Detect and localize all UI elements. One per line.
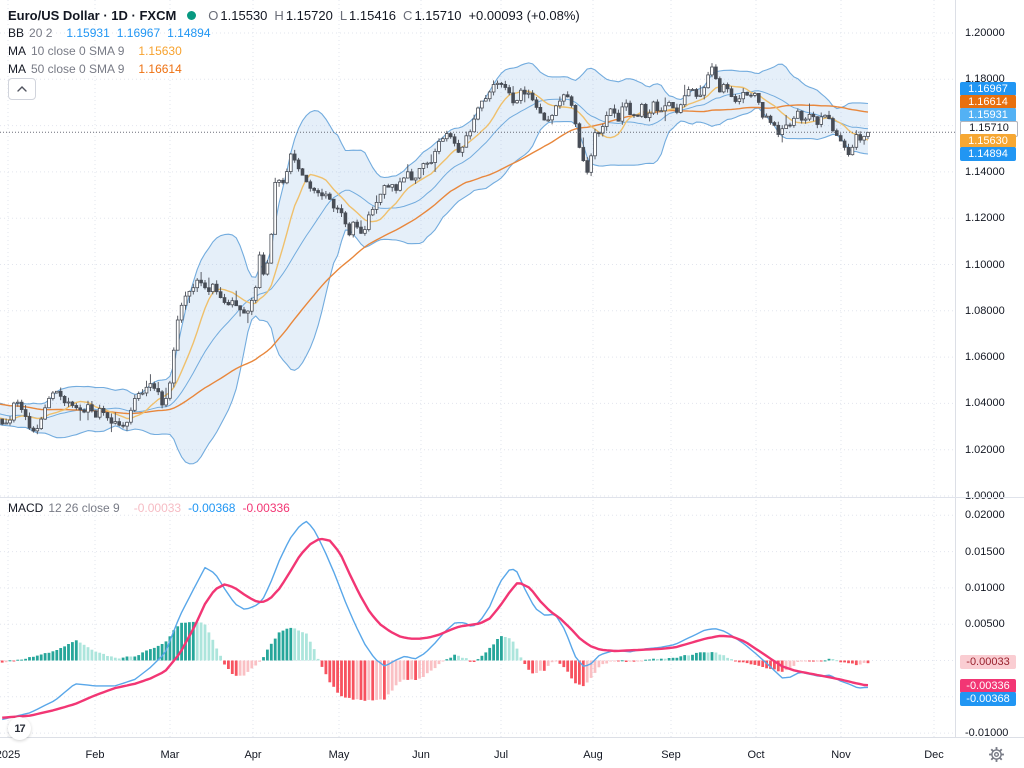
indicator-row-macd[interactable]: MACD 12 26 close 9 -0.00033 -0.00368 -0.… [8, 499, 297, 517]
macd-indicator-params: 12 26 close 9 [48, 501, 120, 515]
axis-tick-label: 0.02000 [965, 509, 1005, 522]
price-badge: 1.16967 [960, 82, 1016, 96]
axis-tick-label: 1.20000 [965, 27, 1005, 39]
close-label: C [403, 7, 413, 23]
pane-collapse-button[interactable] [8, 78, 36, 100]
chevron-up-icon [17, 86, 27, 92]
price-badge: 1.15710 [960, 121, 1018, 137]
time-axis-label: 2025 [0, 749, 21, 761]
axis-tick-label: 0.00500 [965, 618, 1005, 631]
change-value: +0.00093 (+0.08%) [468, 7, 580, 23]
axis-tick-label: 1.10000 [965, 258, 1005, 271]
time-axis-label: Jun [412, 749, 430, 761]
symbol-row[interactable]: Euro/US Dollar · 1D · FXCM O 1.15530 H 1.15… [8, 6, 587, 24]
price-badge: -0.00033 [960, 655, 1016, 669]
macd-histogram-value: -0.00033 [133, 501, 182, 515]
axis-tick-label: 0.01500 [965, 545, 1005, 558]
price-badge: 1.15931 [960, 108, 1016, 122]
price-badge: 1.14894 [960, 147, 1016, 161]
time-axis-label: Sep [661, 749, 681, 761]
axis-tick-label: 1.00000 [965, 490, 1005, 502]
close-value: 1.15710 [414, 7, 462, 23]
ohlc-values: O 1.15530 H 1.15720 L 1.15416 C 1.15710 +0.00093… [208, 8, 586, 23]
price-badge: 1.15630 [960, 134, 1016, 148]
high-value: 1.15720 [285, 7, 333, 23]
macd-line-value: -0.00368 [188, 501, 236, 515]
ma50-indicator-name: MA [8, 62, 26, 76]
macd-legend: MACD 12 26 close 9 -0.00033 -0.00368 -0.… [8, 499, 297, 517]
time-axis-label: Oct [747, 749, 765, 761]
axis-tick-label: 1.12000 [965, 212, 1005, 225]
bb-indicator-name: BB [8, 26, 25, 40]
macd-indicator-name: MACD [8, 501, 44, 515]
ma50-indicator-params: 50 close 0 SMA 9 [31, 62, 125, 76]
price-badge: -0.00336 [960, 679, 1016, 693]
indicator-row-bb[interactable]: BB 20 2 1.15931 1.16967 1.14894 [8, 24, 587, 42]
bb-indicator-params: 20 2 [29, 26, 53, 40]
price-badge: 1.16614 [960, 95, 1016, 109]
indicator-row-ma10[interactable]: MA 10 close 0 SMA 9 1.15630 [8, 42, 587, 60]
low-value: 1.15416 [349, 7, 397, 23]
indicator-row-ma50[interactable]: MA 50 close 0 SMA 9 1.16614 [8, 60, 587, 78]
main-legend: Euro/US Dollar · 1D · FXCM O 1.15530 H 1.15… [8, 6, 587, 78]
symbol-title[interactable]: Euro/US Dollar · 1D · FXCM [8, 7, 177, 23]
price-badge: -0.00368 [960, 692, 1016, 706]
open-label: O [208, 7, 219, 23]
bb-basis-value: 1.15931 [66, 26, 110, 40]
time-axis-label: Nov [831, 749, 851, 761]
time-scale[interactable]: 2025 Feb Mar Apr May Jun Jul Aug Sep Oct Nov Dec [0, 737, 1024, 768]
axis-tick-label: 1.08000 [965, 304, 1005, 317]
time-axis-label: May [328, 749, 350, 761]
axis-tick-label: 0.01000 [965, 581, 1005, 594]
tradingview-logo[interactable]: 17 [8, 717, 31, 740]
axis-tick-label: -0.01000 [965, 727, 1009, 740]
axis-tick-label: 1.04000 [965, 397, 1005, 410]
axis-tick-label: 1.14000 [965, 165, 1005, 178]
time-axis-label: Jul [493, 749, 509, 761]
ma10-value: 1.15630 [138, 44, 182, 58]
price-scale[interactable]: 1.20000 1.18000 1.14000 1.12000 1.10000 1.080… [955, 0, 1024, 740]
macd-signal-value: -0.00336 [242, 501, 290, 515]
tradingview-logo-glyph: 17 [14, 722, 25, 735]
settings-gear-icon[interactable] [988, 746, 1005, 763]
time-axis-label: Apr [244, 749, 262, 761]
time-axis-label: Aug [583, 749, 603, 761]
low-label: L [339, 7, 348, 23]
bb-lower-value: 1.14894 [167, 26, 211, 40]
time-axis-label: Mar [160, 749, 180, 761]
bb-upper-value: 1.16967 [116, 26, 161, 40]
time-axis-label: Feb [85, 749, 105, 761]
ma50-value: 1.16614 [138, 62, 182, 76]
ma10-indicator-name: MA [8, 44, 26, 58]
axis-tick-label: 1.06000 [965, 351, 1005, 364]
pane-divider[interactable] [0, 497, 1024, 498]
market-status-dot-icon [187, 10, 197, 20]
axis-tick-label: 1.02000 [965, 443, 1005, 456]
time-axis-label: Dec [924, 749, 944, 761]
open-value: 1.15530 [220, 7, 268, 23]
high-label: H [274, 7, 284, 23]
ma10-indicator-params: 10 close 0 SMA 9 [31, 44, 125, 58]
